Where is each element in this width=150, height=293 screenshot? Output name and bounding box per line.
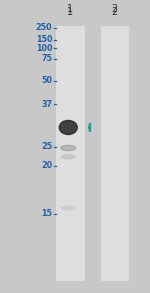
Ellipse shape [59,120,77,134]
Text: 25: 25 [41,142,52,151]
Ellipse shape [61,145,76,151]
Text: 50: 50 [42,76,52,85]
Ellipse shape [61,206,75,210]
Bar [100,26,129,281]
Text: 2: 2 [112,7,118,17]
Text: 37: 37 [42,100,52,108]
Text: 250: 250 [36,23,52,32]
Ellipse shape [61,155,75,159]
Text: 75: 75 [42,54,52,63]
Bar [56,26,85,281]
Text: 150: 150 [36,35,52,44]
Text: 100: 100 [36,44,52,53]
Text: 20: 20 [41,161,52,170]
Text: 1: 1 [68,7,74,17]
Text: 1: 1 [68,4,74,14]
Text: 15: 15 [42,209,52,218]
Text: 2: 2 [112,4,118,14]
